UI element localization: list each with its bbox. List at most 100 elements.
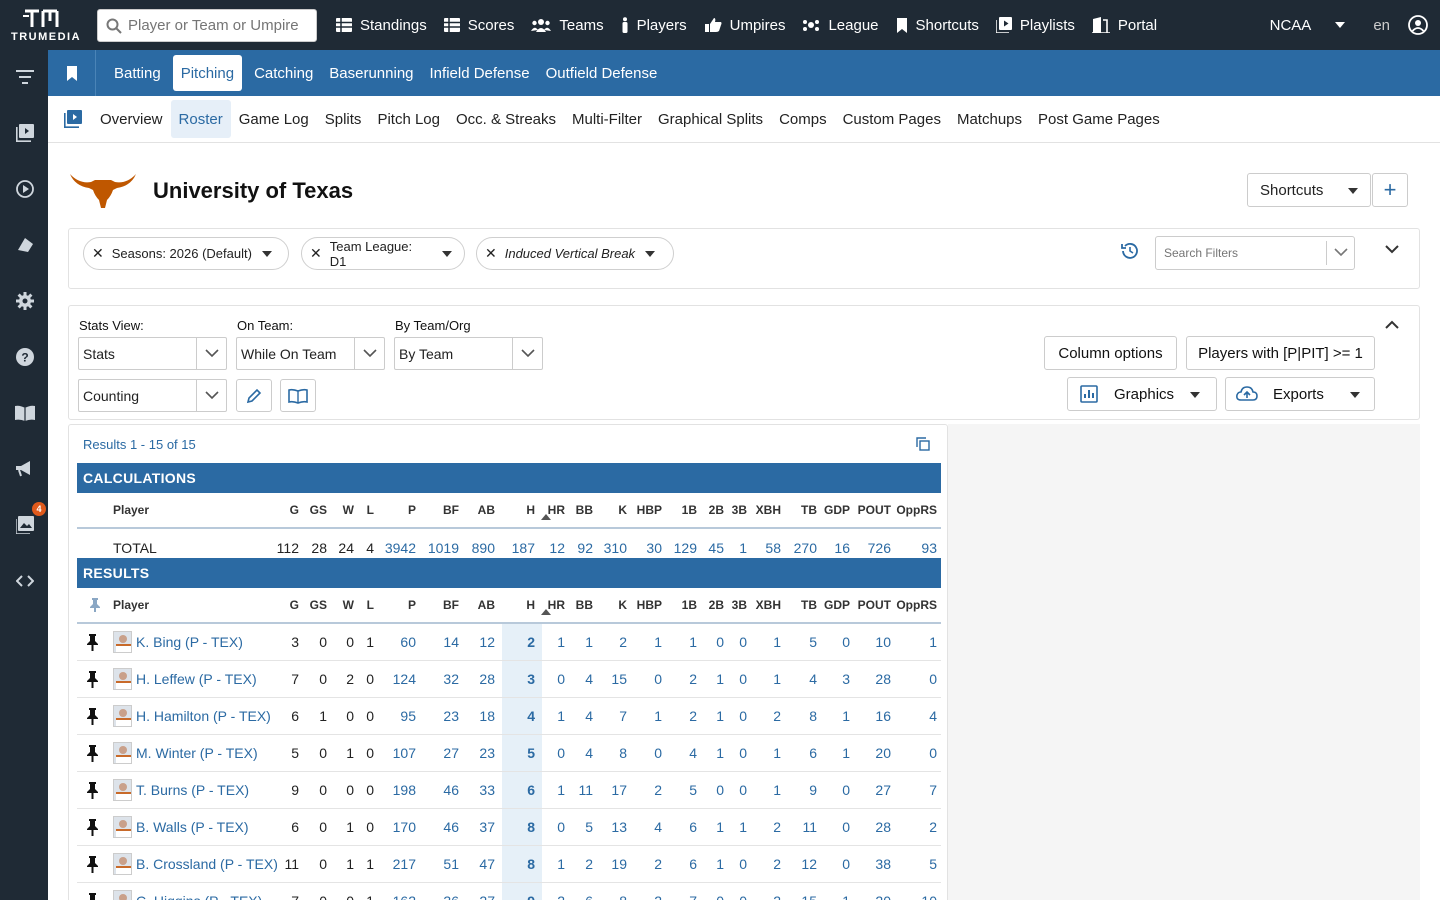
cell-h[interactable]: 9 [527, 883, 535, 900]
player-link[interactable]: K. Bing (P - TEX) [136, 634, 243, 650]
column-header-player[interactable]: Player [113, 598, 150, 612]
column-header-hr[interactable]: HR [547, 503, 565, 517]
cell-bb[interactable]: 1 [585, 634, 593, 650]
player-link[interactable]: B. Crossland (P - TEX) [136, 856, 278, 872]
cell-opprs[interactable]: 4 [929, 708, 937, 724]
filter-search[interactable] [1155, 236, 1355, 270]
cell-3b[interactable]: 0 [739, 883, 747, 900]
cell-pout[interactable]: 20 [875, 883, 891, 900]
cell-2b[interactable]: 1 [716, 671, 724, 687]
cell-l[interactable]: 1 [366, 634, 374, 650]
table-row[interactable]: B. Walls (P - TEX) 6 0 1 0 170 46 37 8 0 5 13 4 6 1 1 2 1… [77, 809, 941, 846]
cell-h[interactable]: 5 [527, 745, 535, 761]
filter-chip-seasons[interactable]: ✕ Seasons: 2026 (Default) [83, 237, 289, 270]
cell-ab[interactable]: 27 [479, 883, 495, 900]
playlist-icon[interactable] [14, 122, 36, 144]
cell-opprs[interactable]: 0 [929, 745, 937, 761]
column-options-button[interactable]: Column options [1044, 336, 1177, 370]
cell-tb[interactable]: 9 [809, 782, 817, 798]
cell-k[interactable]: 8 [619, 745, 627, 761]
column-header-h[interactable]: H [526, 503, 535, 517]
cell-bb[interactable]: 11 [578, 782, 593, 798]
cell-bf[interactable]: 23 [443, 708, 459, 724]
subtab-custom-pages[interactable]: Custom Pages [842, 110, 941, 128]
cell-hr[interactable]: 1 [557, 634, 565, 650]
cell-opprs[interactable]: 0 [929, 671, 937, 687]
copy-icon[interactable] [916, 437, 930, 451]
chevron-down-icon[interactable] [1385, 244, 1399, 254]
cell-bb[interactable]: 2 [585, 856, 593, 872]
pin-column-icon[interactable] [87, 588, 103, 622]
subtab-occ-streaks[interactable]: Occ. & Streaks [455, 110, 557, 128]
cell-1b[interactable]: 5 [689, 782, 697, 798]
cell-pout[interactable]: 726 [867, 539, 891, 556]
remove-filter-icon[interactable]: ✕ [92, 245, 104, 261]
cell-p[interactable]: 3942 [384, 539, 416, 556]
column-header-p[interactable]: P [407, 503, 416, 517]
cell-gs[interactable]: 0 [319, 782, 327, 798]
player-link[interactable]: T. Burns (P - TEX) [136, 782, 250, 798]
column-header-gs[interactable]: GS [309, 598, 327, 612]
cell-gdp[interactable]: 0 [842, 634, 850, 650]
cell-g[interactable]: 3 [291, 634, 299, 650]
cell-l[interactable]: 4 [366, 539, 374, 556]
cell-gdp[interactable]: 0 [842, 819, 850, 835]
cell-w[interactable]: 0 [346, 708, 354, 724]
cell-gdp[interactable]: 0 [842, 856, 850, 872]
cell-w[interactable]: 0 [346, 634, 354, 650]
cell-ab[interactable]: 23 [479, 745, 495, 761]
cell-hbp[interactable]: 0 [654, 745, 662, 761]
column-header-bb[interactable]: BB [575, 503, 593, 517]
cell-w[interactable]: 2 [346, 671, 354, 687]
cell-ab[interactable]: 37 [479, 819, 495, 835]
pin-row-icon[interactable] [83, 772, 101, 808]
cell-k[interactable]: 310 [603, 539, 627, 556]
tab-batting[interactable]: Batting [114, 64, 161, 82]
column-header-3b[interactable]: 3B [731, 598, 747, 612]
column-header-opprs[interactable]: OppRS [896, 503, 937, 517]
column-header-bf[interactable]: BF [443, 598, 459, 612]
stats-view-select[interactable]: Stats [78, 337, 227, 370]
cell-p[interactable]: 198 [392, 782, 416, 798]
cell-tb[interactable]: 8 [809, 708, 817, 724]
book-icon[interactable] [14, 402, 36, 424]
column-header-l[interactable]: L [366, 598, 374, 612]
table-row[interactable]: B. Crossland (P - TEX) 11 0 1 1 217 51 47 8 1 2 19 2… [77, 846, 941, 883]
cell-bb[interactable]: 92 [577, 539, 593, 556]
cell-opprs[interactable]: 93 [921, 539, 937, 556]
cell-pout[interactable]: 10 [875, 634, 891, 650]
cell-k[interactable]: 2 [619, 634, 627, 650]
subtab-graphical-splits[interactable]: Graphical Splits [658, 110, 764, 128]
trumedia-logo[interactable]: TRUMEDIA [0, 0, 92, 50]
subtab-matchups[interactable]: Matchups [956, 110, 1023, 128]
cell-g[interactable]: 11 [284, 856, 299, 872]
filter-chip-team-league[interactable]: ✕ Team League: D1 [301, 237, 465, 270]
megaphone-icon[interactable] [14, 458, 36, 480]
subtab-comps[interactable]: Comps [779, 110, 827, 128]
cell-w[interactable]: 24 [338, 539, 354, 556]
tab-pitching[interactable]: Pitching [172, 55, 243, 91]
cell-ab[interactable]: 18 [479, 708, 495, 724]
cell-ab[interactable]: 28 [479, 671, 495, 687]
cell-hbp[interactable]: 2 [654, 883, 662, 900]
code-icon[interactable] [14, 570, 36, 592]
cell-tb[interactable]: 11 [802, 819, 817, 835]
cell-h[interactable]: 6 [527, 782, 535, 798]
subtab-multi-filter[interactable]: Multi-Filter [572, 110, 643, 128]
column-header-bf[interactable]: BF [443, 503, 459, 517]
cell-ab[interactable]: 33 [479, 782, 495, 798]
cell-hr[interactable]: 2 [557, 883, 565, 900]
cell-hr[interactable]: 1 [557, 782, 565, 798]
nav-scores[interactable]: Scores [443, 17, 514, 34]
cell-opprs[interactable]: 7 [929, 782, 937, 798]
cell-ab[interactable]: 890 [471, 539, 495, 556]
cell-3b[interactable]: 0 [739, 671, 747, 687]
subtab-overview[interactable]: Overview [100, 110, 163, 128]
cell-1b[interactable]: 6 [689, 856, 697, 872]
cell-pout[interactable]: 38 [875, 856, 891, 872]
cell-hbp[interactable]: 30 [646, 539, 662, 556]
subtab-splits[interactable]: Splits [324, 110, 362, 128]
nav-playlists[interactable]: Playlists [995, 17, 1075, 34]
cell-k[interactable]: 15 [611, 671, 627, 687]
cell-g[interactable]: 7 [291, 883, 299, 900]
